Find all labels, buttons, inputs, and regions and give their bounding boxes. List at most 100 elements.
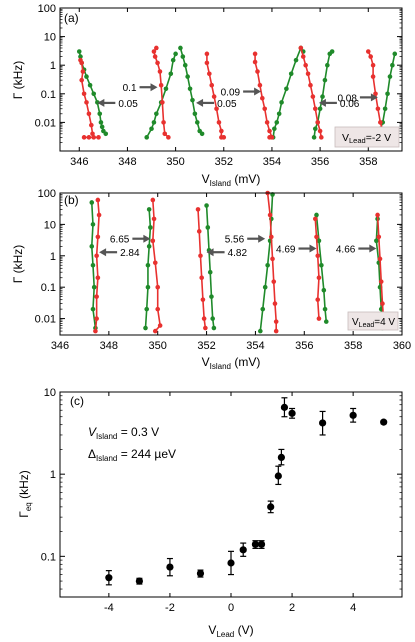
panel-a-xlabel: VIsland (mV) [202, 172, 261, 188]
panel-a-red-point [211, 94, 217, 99]
panel-b-red-point [93, 328, 98, 334]
panel-a-green-point [325, 62, 330, 68]
panel-a-annotation-arrowhead [318, 98, 326, 107]
panel-a-xtick-label: 346 [70, 156, 88, 168]
panel-a-green-trace-4 [272, 46, 304, 138]
panel-a-red-point [214, 106, 219, 112]
panel-a-red-point [312, 106, 318, 112]
panel-a-red-point [370, 62, 376, 68]
panel-c-points-layer [105, 397, 388, 586]
panel-a-xtick-label: 350 [166, 156, 184, 168]
panel-c-ytick-label: 10 [44, 387, 56, 399]
panel-a-red-point [216, 120, 222, 125]
panel-b-red-point [152, 260, 158, 266]
panel-a-red-point [81, 135, 87, 140]
panel-b-green-point [210, 316, 215, 321]
panel-b-xtick-label: 350 [149, 340, 167, 352]
panel-a-red-point [80, 69, 86, 74]
panel-b-annotation-label: 2.84 [120, 248, 140, 259]
panel-b-red-trace-5 [314, 218, 320, 319]
panel-b-red-point [150, 197, 156, 203]
panel-b-red-trace-2 [152, 199, 162, 332]
panel-a-red-trace-2 [153, 47, 169, 138]
panel-c-text-delta: ΔIsland = 244 µeV [88, 447, 176, 463]
panel-a-red-point [86, 111, 92, 117]
panel-b-green-point [265, 262, 270, 268]
panel-b-xtick-label: 360 [393, 340, 411, 352]
panel-b-xtick-label: 346 [51, 340, 69, 352]
panel-b-series-layer [89, 190, 386, 334]
panel-b-red-point [201, 316, 207, 321]
panel-a-green-trace-3 [179, 47, 203, 135]
panel-a-xtick-label: 354 [263, 156, 281, 168]
panel-a-annotation-arrowhead [150, 83, 158, 92]
panel-b-red-point [198, 253, 203, 259]
panel-b-annotation-arrowhead [258, 234, 266, 243]
panel-b-xtick-label: 356 [295, 340, 313, 352]
panel-b-green-point [207, 269, 213, 275]
panel-b-xtick-label: 354 [246, 340, 264, 352]
panel-b-green-point [321, 287, 327, 293]
panel-a-green-point [288, 71, 294, 77]
panel-a-red-point [308, 82, 313, 88]
panel-b-red-trace-1 [94, 199, 100, 332]
panel-b-green-point [323, 319, 329, 324]
panel-b-red-point [272, 301, 278, 306]
panel-b-red-point [94, 316, 99, 321]
panel-c-data-point [280, 403, 289, 411]
panel-b-red-point [199, 275, 204, 281]
panel-b-red-point [378, 279, 384, 284]
panel-b-red-point [95, 234, 101, 240]
panel-c-ytick-label: 1 [50, 469, 56, 481]
panel-b-green-point [146, 207, 152, 212]
panel-b-green-point [209, 294, 214, 299]
panel-a-red-point [260, 95, 265, 101]
panel-a-green-point [190, 97, 195, 103]
panel-a-green-point [322, 77, 328, 83]
panel-a-red-point [84, 100, 89, 105]
panel-b-annotation-label: 4.66 [336, 245, 356, 256]
panel-a-green-point [293, 57, 299, 63]
panel-a-red-point [298, 45, 304, 51]
panel-c-ylabel: Γeq (kHz) [17, 470, 33, 518]
panel-c-data-point [196, 569, 205, 577]
panel-a-xtick-label: 348 [118, 156, 136, 168]
panel-b-green-point [374, 238, 379, 244]
panel-c-data-point [349, 411, 357, 419]
panel-b-green-point [319, 262, 324, 268]
panel-a-red-point [317, 128, 323, 134]
panel-a-green-point [329, 49, 335, 54]
panel-a-green-point [392, 51, 398, 57]
panel-b-green-point [205, 225, 211, 230]
panel-b-red-point [196, 229, 202, 234]
panel-a-annotation-arrowhead [97, 98, 105, 107]
panel-b-red-point [267, 212, 273, 218]
panel-a-red-point [375, 106, 381, 112]
panel-b-green-point [145, 284, 151, 290]
panel-c-xtick-label: -2 [165, 602, 175, 614]
panel-a-red-point [365, 49, 371, 54]
panel-b-green-point [145, 262, 151, 268]
panel-a-red-point [91, 135, 97, 140]
panel-c-tick-layer: -4 -2 0 2 4 0.1 1 10 [41, 387, 402, 614]
panel-a-green-point [320, 94, 325, 99]
panel-a-green-point [192, 111, 198, 117]
panel-c-data-point [227, 559, 235, 567]
panel-a-annotation-arrowhead [196, 98, 204, 107]
panel-a-red-point [319, 135, 324, 140]
panel-b-red-point [315, 297, 321, 302]
panel-a-annotation-label: 0.06 [340, 99, 360, 110]
panel-a-green-point [194, 120, 200, 125]
panel-b-annotation-label: 6.65 [110, 235, 130, 246]
panel-a-red-point [155, 60, 160, 66]
panel-b-green-point [144, 306, 150, 312]
panel-a-red-point [151, 49, 157, 54]
panel-a-red-point [252, 59, 258, 65]
panel-a-green-point [84, 74, 89, 79]
panel-a-xtick-label: 352 [215, 156, 233, 168]
panel-b-red-point [203, 325, 208, 331]
panel-c-data-point [288, 409, 296, 417]
panel-b-red-point [94, 294, 99, 299]
panel-a-red-point [262, 106, 268, 112]
